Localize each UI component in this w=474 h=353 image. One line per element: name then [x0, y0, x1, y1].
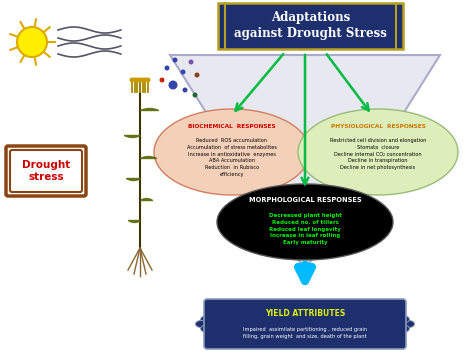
Circle shape — [168, 80, 177, 90]
Circle shape — [137, 78, 143, 83]
Ellipse shape — [300, 335, 310, 342]
Ellipse shape — [332, 306, 343, 313]
Circle shape — [194, 72, 200, 78]
Text: Reduced  ROS accumulation
Accumulation  of stress metabolites
Increase in antiox: Reduced ROS accumulation Accumulation of… — [187, 138, 277, 177]
Text: Adaptations
against Drought Stress: Adaptations against Drought Stress — [234, 12, 387, 41]
Ellipse shape — [300, 305, 310, 312]
Polygon shape — [170, 55, 440, 270]
FancyBboxPatch shape — [10, 150, 82, 192]
Ellipse shape — [403, 321, 414, 328]
Ellipse shape — [383, 329, 395, 336]
Ellipse shape — [154, 109, 310, 195]
Ellipse shape — [238, 333, 249, 340]
Circle shape — [189, 60, 193, 65]
Text: YIELD ATTRIBUTES: YIELD ATTRIBUTES — [265, 309, 345, 317]
FancyBboxPatch shape — [204, 299, 406, 349]
Ellipse shape — [332, 335, 343, 342]
Ellipse shape — [298, 109, 458, 195]
Text: Drought
stress: Drought stress — [22, 160, 70, 182]
Ellipse shape — [238, 309, 249, 315]
Text: Decreased plant height
Reduced no. of tillers
Reduced leaf longevity
Increase in: Decreased plant height Reduced no. of ti… — [269, 213, 341, 245]
Circle shape — [173, 58, 177, 62]
Ellipse shape — [217, 184, 393, 260]
Ellipse shape — [201, 316, 211, 323]
FancyBboxPatch shape — [6, 146, 86, 196]
Text: Restricted cell division and elongation
Stomata  closure
Decline internal CO₂ co: Restricted cell division and elongation … — [330, 138, 426, 170]
Circle shape — [181, 70, 185, 74]
Ellipse shape — [195, 321, 207, 328]
Circle shape — [129, 78, 135, 83]
Circle shape — [143, 78, 148, 83]
Ellipse shape — [215, 312, 227, 319]
Text: PHYSIOLOGICAL  RESPONSES: PHYSIOLOGICAL RESPONSES — [330, 124, 426, 128]
Ellipse shape — [383, 312, 395, 319]
Text: MORPHOLOGICAL RESPONSES: MORPHOLOGICAL RESPONSES — [249, 197, 361, 203]
Ellipse shape — [399, 325, 410, 332]
FancyBboxPatch shape — [218, 3, 403, 49]
Circle shape — [159, 78, 164, 83]
Circle shape — [146, 78, 151, 83]
Circle shape — [182, 88, 188, 92]
Circle shape — [135, 78, 140, 83]
Ellipse shape — [201, 325, 211, 332]
Ellipse shape — [267, 335, 278, 342]
Ellipse shape — [267, 306, 278, 313]
Ellipse shape — [361, 333, 372, 340]
Circle shape — [140, 78, 145, 83]
Circle shape — [17, 27, 47, 57]
Circle shape — [192, 92, 198, 97]
Text: Impaired  assimilate partitioning , reduced grain
filling, grain weight  and siz: Impaired assimilate partitioning , reduc… — [243, 327, 367, 339]
Ellipse shape — [215, 329, 227, 336]
Circle shape — [132, 78, 137, 83]
Ellipse shape — [399, 316, 410, 323]
Ellipse shape — [361, 309, 372, 315]
Text: BIOCHEMICAL  RESPONSES: BIOCHEMICAL RESPONSES — [188, 124, 276, 128]
Circle shape — [164, 66, 170, 71]
